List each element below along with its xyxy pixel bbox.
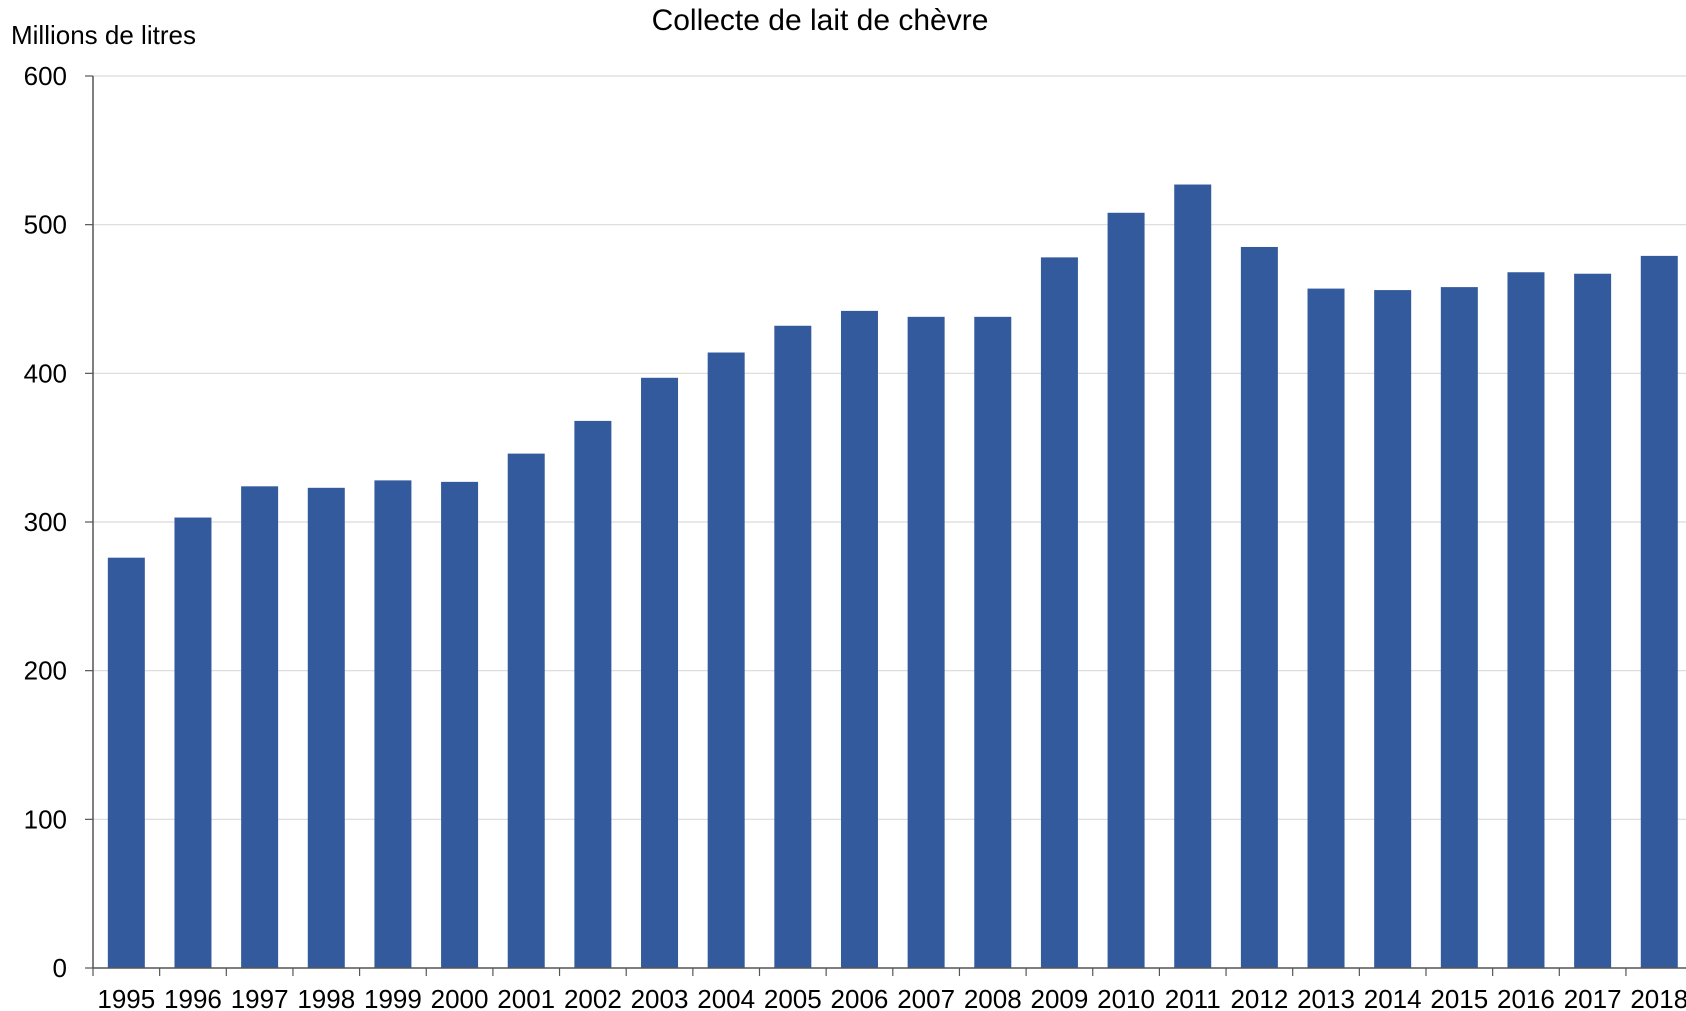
bar-2010 — [1107, 212, 1145, 969]
bar-2018 — [1640, 255, 1678, 969]
bar-2011 — [1174, 184, 1212, 968]
bar-2014 — [1374, 290, 1412, 969]
x-tick-label: 2006 — [831, 984, 889, 1011]
bar-2008 — [974, 316, 1012, 969]
bar-2016 — [1507, 272, 1545, 968]
x-tick-label: 2018 — [1630, 984, 1686, 1011]
x-tick-label: 1998 — [297, 984, 355, 1011]
y-axis-label: Millions de litres — [11, 20, 196, 50]
x-tick-label: 2003 — [631, 984, 689, 1011]
bar-2012 — [1240, 246, 1278, 968]
bar-1999 — [374, 480, 412, 968]
bar-2013 — [1307, 288, 1345, 968]
bar-2007 — [907, 316, 945, 969]
x-tick-label: 2013 — [1297, 984, 1355, 1011]
x-tick-label: 1995 — [97, 984, 155, 1011]
bar-2017 — [1574, 273, 1612, 968]
x-tick-label: 2015 — [1430, 984, 1488, 1011]
bar-2009 — [1040, 257, 1078, 969]
bar-2001 — [507, 453, 545, 968]
bar-2002 — [574, 420, 612, 968]
bar-1995 — [107, 557, 145, 968]
bar-1998 — [307, 487, 345, 968]
chart-title: Collecte de lait de chèvre — [651, 4, 989, 37]
x-tick-label: 1996 — [164, 984, 222, 1011]
x-tick-label: 1997 — [231, 984, 289, 1011]
y-tick-label: 0 — [53, 953, 67, 983]
x-tick-label: 2009 — [1031, 984, 1089, 1011]
bar-2004 — [707, 352, 745, 968]
bar-2000 — [441, 481, 479, 968]
x-tick-label: 2005 — [764, 984, 822, 1011]
y-tick-label: 200 — [24, 656, 67, 686]
gridlines — [93, 75, 1686, 820]
bar-2003 — [641, 377, 679, 968]
bar-2015 — [1440, 287, 1478, 968]
bar-2005 — [774, 325, 812, 968]
bar-1996 — [174, 517, 212, 968]
bar-1997 — [241, 486, 279, 968]
x-tick-label: 2001 — [497, 984, 555, 1011]
x-tick-label: 2011 — [1165, 984, 1221, 1011]
x-tick-label: 2010 — [1097, 984, 1155, 1011]
x-tick-label: 2008 — [964, 984, 1022, 1011]
bars — [107, 184, 1678, 969]
x-tick-label: 2017 — [1564, 984, 1622, 1011]
x-tick-label: 2014 — [1364, 984, 1422, 1011]
y-tick-label: 600 — [24, 61, 67, 91]
x-tick-label: 2007 — [897, 984, 955, 1011]
x-tick-label: 2016 — [1497, 984, 1555, 1011]
x-tick-label: 2012 — [1230, 984, 1288, 1011]
x-tick-label: 2004 — [697, 984, 755, 1011]
y-tick-label: 400 — [24, 358, 67, 388]
bar-2006 — [840, 310, 878, 969]
y-tick-label: 500 — [24, 210, 67, 240]
axes — [85, 75, 1686, 976]
x-tick-label: 2002 — [564, 984, 622, 1011]
x-tick-label: 1999 — [364, 984, 422, 1011]
y-tick-label: 300 — [24, 507, 67, 537]
tick-labels: 0 100 200 300 400 500 600 1995 1996 1997 1998 1999 2… — [24, 61, 1686, 1011]
y-tick-label: 100 — [24, 804, 67, 834]
x-tick-label: 2000 — [431, 984, 489, 1011]
